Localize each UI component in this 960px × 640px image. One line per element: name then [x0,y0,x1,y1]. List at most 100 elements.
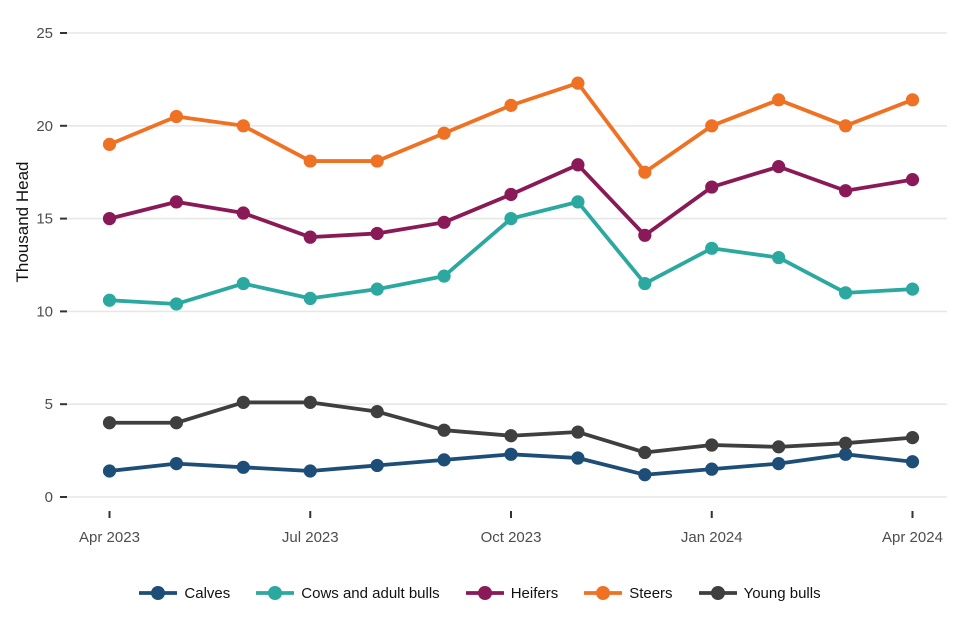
legend-key-icon [584,586,623,600]
data-point-young-bulls [838,436,853,450]
data-point-cows-and-adult-bulls [169,297,184,311]
data-point-calves [437,453,451,467]
data-point-calves [236,460,250,474]
data-point-steers [370,154,384,168]
data-point-calves [705,462,719,476]
y-tick-label: 10 [36,303,53,320]
legend-key-dot [710,586,725,600]
data-point-calves [504,447,518,461]
legend-item-steers: Steers [584,584,673,602]
series-line-steers [107,81,915,175]
data-point-steers [437,126,451,140]
data-point-steers [638,165,652,179]
legend-label: Heifers [510,584,559,602]
data-point-young-bulls [169,416,184,430]
data-point-heifers [236,206,250,220]
data-point-heifers [638,228,652,242]
data-point-heifers [838,184,853,198]
data-point-cows-and-adult-bulls [370,282,384,296]
x-tick-label: Jul 2023 [282,529,339,546]
data-point-heifers [571,158,585,172]
x-tick-label: Oct 2023 [481,529,542,546]
legend-label: Cows and adult bulls [301,584,440,602]
data-point-heifers [905,173,920,187]
data-point-steers [838,119,853,133]
data-point-heifers [102,212,117,226]
legend-key-icon [698,586,737,600]
data-point-steers [169,109,184,124]
legend-item-young-bulls: Young bulls [698,584,821,602]
legend-label: Steers [629,584,673,602]
series-line-young-bulls [107,400,915,455]
data-point-calves [169,456,184,471]
data-point-cows-and-adult-bulls [838,286,853,300]
data-point-heifers [772,160,786,174]
data-point-cows-and-adult-bulls [303,291,317,306]
legend-item-heifers: Heifers [465,584,559,602]
data-point-cows-and-adult-bulls [705,241,719,255]
data-point-cows-and-adult-bulls [437,269,451,283]
data-point-young-bulls [303,395,317,409]
legend-key-icon [139,586,178,600]
data-point-cows-and-adult-bulls [772,250,786,265]
data-point-young-bulls [437,423,451,437]
data-point-steers [504,98,518,112]
data-point-cows-and-adult-bulls [571,195,585,209]
data-point-heifers [705,180,719,194]
data-point-steers [102,137,117,151]
data-point-steers [303,154,317,168]
plot-area: 0 5 10 15 20 25 Apr 2023 Jul 2023 Oct 2023 Jan 20… [36,25,947,546]
data-point-cows-and-adult-bulls [504,212,518,226]
data-point-cows-and-adult-bulls [236,276,250,291]
data-point-calves [838,447,853,461]
data-point-calves [638,468,652,482]
data-point-young-bulls [638,445,652,460]
legend: Calves Cows and adult bulls Heifers Steers Y… [0,584,960,602]
data-point-young-bulls [504,429,518,443]
data-point-calves [370,458,384,473]
y-tick-label: 15 [36,211,53,228]
data-point-young-bulls [772,440,786,454]
data-point-calves [772,456,786,471]
y-tick-label: 20 [36,118,53,135]
data-point-heifers [504,187,518,202]
data-point-calves [303,464,317,478]
legend-key-icon [465,586,504,600]
legend-label: Young bulls [743,584,821,602]
data-point-calves [571,451,585,465]
data-point-young-bulls [370,405,384,419]
data-point-steers [772,93,786,107]
legend-item-calves: Calves [139,584,230,602]
y-tick-label: 25 [36,25,53,42]
data-point-cows-and-adult-bulls [905,282,920,296]
legend-key-dot [596,586,611,600]
data-point-heifers [437,215,451,229]
x-tick-label: Apr 2024 [882,529,943,546]
data-point-young-bulls [236,395,250,409]
data-point-calves [905,455,920,469]
legend-key-dot [268,586,283,600]
data-point-young-bulls [905,431,920,445]
data-point-young-bulls [571,425,585,439]
legend-key-dot [477,586,492,600]
x-tick-label: Jan 2024 [681,529,743,546]
legend-label: Calves [184,584,231,602]
legend-item-cows-and-adult-bulls: Cows and adult bulls [256,584,440,602]
data-point-cows-and-adult-bulls [638,276,652,291]
y-tick-label: 0 [45,489,53,506]
legend-key-icon [256,586,295,600]
data-point-heifers [169,195,184,209]
data-point-heifers [370,226,384,241]
data-point-cows-and-adult-bulls [102,293,117,307]
data-point-steers [705,119,719,133]
data-point-young-bulls [102,416,117,430]
y-tick-label: 5 [45,396,53,413]
data-point-young-bulls [705,438,719,452]
data-point-steers [571,76,585,90]
data-point-steers [905,93,920,107]
x-tick-label: Apr 2023 [79,529,140,546]
data-point-calves [102,464,117,478]
legend-key-dot [151,586,166,600]
data-point-heifers [303,230,317,244]
